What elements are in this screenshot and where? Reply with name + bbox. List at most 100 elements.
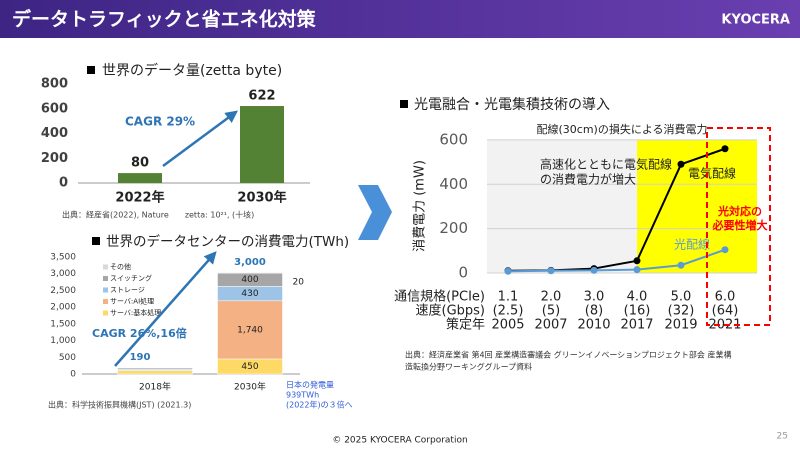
chart-title: 世界のデータセンターの消費電力(TWh) [106,233,349,250]
y-tick-label: 500 [59,353,76,363]
x-tick-label: 3.0 [584,290,605,305]
y-tick-label: 400 [41,126,68,141]
point [547,267,555,275]
data-label: 430 [241,289,258,299]
legend-label: サーバ:AI処理 [110,297,154,306]
logo: KYOCERA [721,13,790,28]
data-label: 450 [241,362,258,372]
data-label: 400 [241,275,258,285]
bullet [400,100,408,108]
total-label: 190 [130,352,151,363]
callout-box [706,127,771,326]
row-label: 策定年 [446,317,485,333]
arrow [114,251,217,367]
note: (2022年)の３倍へ [286,400,353,410]
y-tick-label: 3,000 [50,269,76,279]
annotation: の消費電力が増大 [540,172,636,187]
callout: 光対応の [717,204,762,218]
bar [240,106,284,183]
callout: 必要性増大 [712,218,768,232]
annotation: CAGR 26%,16倍 [92,326,187,340]
x-tick-label: 2005 [491,318,524,333]
chart-title: 光電融合・光電集積技術の導入 [414,96,610,113]
y-tick-label: 2,000 [50,303,76,313]
x-tick-label: (2.5) [493,304,524,319]
y-tick-label: 600 [439,130,468,148]
x-tick-label: 2022年 [115,190,164,206]
y-tick-label: 600 [41,101,68,116]
y-tick-label: 400 [439,175,468,193]
highlight [637,140,757,273]
point [504,267,512,275]
chart-title: 世界のデータ量(zetta byte) [102,62,282,79]
point [633,266,641,274]
x-tick-label: (32) [668,304,695,319]
series-label: 光配線 [674,237,710,252]
total-label: 3,000 [234,257,266,268]
x-tick-label: 2018年 [139,381,171,393]
x-tick-label: 2017 [620,318,653,333]
copyright: © 2025 KYOCERA Corporation [332,436,467,446]
bullet [87,66,95,74]
bar-segment [217,300,283,360]
legend-swatch [103,310,108,316]
x-tick-label: (8) [585,304,603,319]
note: 日本の発電量 [286,380,334,390]
x-tick-label: 2030年 [234,381,266,393]
x-tick-label: 5.0 [671,290,692,305]
point [633,257,641,265]
source: 造転換分野ワーキンググループ資料 [405,362,532,372]
y-tick-label: 1,000 [50,336,76,346]
y-tick-label: 800 [41,77,68,92]
row-label: 速度(Gbps) [416,303,486,319]
x-tick-label: 6.0 [715,290,736,305]
chevron [358,185,392,240]
source: 出典：経済産業省 第4回 産業構造審議会 グリーンイノベーションプロジェクト部会… [405,350,731,360]
x-tick-label: 4.0 [627,290,648,305]
arrow [162,110,239,168]
annotation: CAGR 29% [125,115,195,129]
chart-subtitle: 配線(30cm)の損失による消費電力 [536,122,707,136]
bar-segment [117,370,193,375]
page-number: 25 [777,432,788,442]
data-label: 1,740 [237,325,263,335]
y-tick-label: 3,500 [50,253,76,263]
source: 出典：科学技術振興機構(JST) (2021.3) [48,400,191,410]
x-tick-label: 2007 [534,318,567,333]
header-bar [0,0,800,38]
legend-swatch [103,264,108,270]
x-tick-label: (5) [542,304,560,319]
bar [118,173,162,183]
point [677,261,685,269]
legend-swatch [103,287,108,293]
x-tick-label: 2030年 [237,190,286,206]
row-label: 通信規格(PCIe) [394,289,485,305]
y-tick-label: 200 [439,219,468,237]
y-tick-label: 1,500 [50,319,76,329]
bar-segment [217,272,283,274]
legend-label: ストレージ [110,286,145,294]
x-tick-label: 2010 [577,318,610,333]
x-tick-label: 1.1 [498,290,519,305]
source: 出典：経産省(2022), Nature zetta: 10²¹, (十垓) [62,210,254,220]
legend-swatch [103,276,108,281]
bullet [92,237,100,245]
x-tick-label: (64) [712,304,739,319]
x-tick-label: 2019 [664,318,697,333]
data-label: 20 [293,278,305,288]
y-tick-label: 200 [41,151,68,166]
legend-label: サーバ:基本処理 [110,308,161,317]
note: 939TWh [286,391,319,400]
data-label: 622 [248,89,275,104]
legend-label: その他 [110,262,131,271]
annotation: 高速化とともに電気配線 [540,157,672,172]
y-tick-label: 0 [458,264,468,282]
legend-swatch [103,299,108,304]
x-tick-label: 2.0 [541,290,562,305]
y-axis-label: 消費電力 (mW) [413,160,428,252]
series-label: 電気配線 [688,166,736,181]
slide-title: データトラフィックと省エネ化対策 [12,8,317,31]
y-tick-label: 0 [70,370,76,380]
